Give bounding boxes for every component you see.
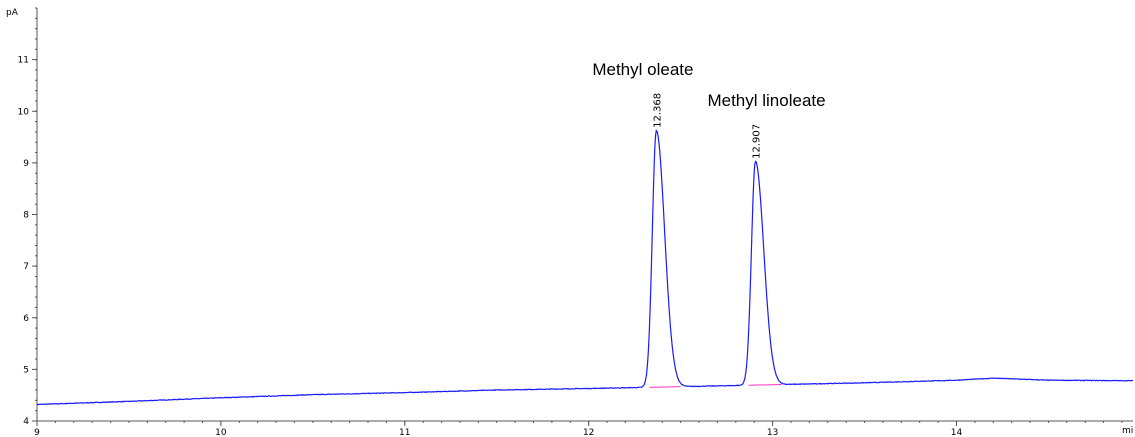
peak-name-label: Methyl linoleate [707,91,825,110]
x-tick-label: 10 [215,428,227,437]
axes [36,8,1133,422]
integration-baseline [649,386,681,388]
y-tick-label: 8 [23,211,29,221]
retention-time-label: 12.907 [751,124,762,159]
x-tick-label: 14 [951,428,963,437]
y-tick-label: 11 [18,56,29,66]
x-tick-label: 12 [583,428,594,437]
peak-name-label: Methyl oleate [592,60,693,79]
integration-baseline [748,384,782,386]
y-tick-label: 9 [23,159,29,169]
x-tick-label: 9 [34,428,40,437]
y-tick-label: 4 [23,417,29,427]
signal-trace [36,129,1134,406]
x-tick-label: 13 [767,428,778,437]
y-tick-label: 10 [18,107,30,117]
y-tick-label: 7 [23,262,29,272]
x-axis-unit-label: mi [1122,426,1133,436]
y-axis-unit-label: pA [6,8,19,18]
y-tick-label: 5 [23,365,29,375]
x-tick-label: 11 [399,428,410,437]
peak-labels: 12.368 Methyl oleate 12.907 Methyl linoleat… [592,60,825,159]
retention-time-label: 12.368 [652,93,663,128]
ticks: 4 5 6 7 8 9 10 11 9 10 11 12 13 14 [18,7,1123,437]
integration-baselines [649,384,782,388]
y-tick-label: 6 [23,314,29,324]
